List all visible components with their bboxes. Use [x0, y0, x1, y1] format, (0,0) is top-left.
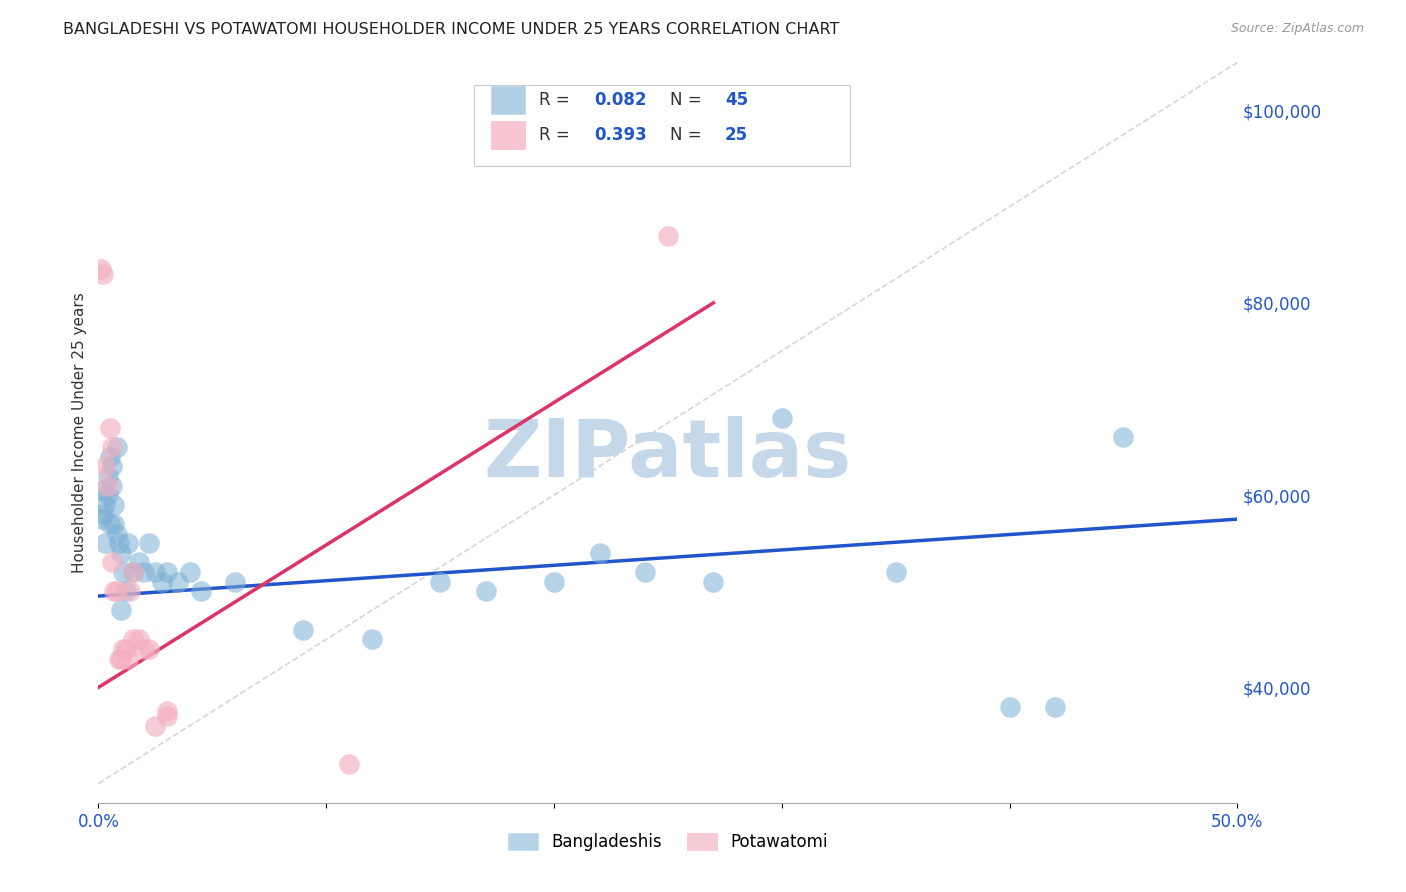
- Text: 0.082: 0.082: [593, 91, 647, 109]
- Point: [150, 574, 173, 589]
- Point: [101, 459, 124, 474]
- Point: [128, 556, 150, 570]
- Text: N =: N =: [671, 91, 707, 109]
- Point: [103, 516, 125, 531]
- Point: [90, 512, 112, 526]
- Point: [145, 565, 167, 579]
- Y-axis label: Householder Income Under 25 years: Householder Income Under 25 years: [72, 293, 87, 573]
- Point: [167, 574, 190, 589]
- Point: [98, 421, 121, 435]
- Text: R =: R =: [538, 126, 575, 144]
- Point: [94, 498, 117, 512]
- Point: [117, 536, 139, 550]
- Text: R =: R =: [538, 91, 575, 109]
- Point: [96, 469, 118, 483]
- Point: [114, 642, 136, 657]
- Point: [96, 478, 118, 492]
- Point: [120, 584, 142, 599]
- Text: 25: 25: [725, 126, 748, 144]
- Point: [117, 651, 139, 665]
- Point: [112, 642, 135, 657]
- Point: [101, 478, 124, 492]
- Point: [101, 556, 124, 570]
- Point: [770, 411, 793, 425]
- Point: [543, 574, 565, 589]
- Point: [474, 584, 496, 599]
- Point: [91, 267, 114, 281]
- Point: [337, 757, 360, 772]
- Point: [91, 508, 114, 522]
- FancyBboxPatch shape: [474, 85, 851, 166]
- Point: [94, 459, 117, 474]
- Point: [702, 574, 724, 589]
- Point: [1043, 699, 1066, 714]
- Point: [360, 632, 382, 647]
- Text: BANGLADESHI VS POTAWATOMI HOUSEHOLDER INCOME UNDER 25 YEARS CORRELATION CHART: BANGLADESHI VS POTAWATOMI HOUSEHOLDER IN…: [63, 22, 839, 37]
- Point: [121, 632, 143, 647]
- Point: [224, 574, 246, 589]
- Point: [156, 565, 179, 579]
- Point: [110, 603, 132, 617]
- Point: [110, 651, 132, 665]
- FancyBboxPatch shape: [491, 87, 526, 114]
- Point: [121, 565, 143, 579]
- Point: [1112, 430, 1135, 444]
- Point: [156, 705, 179, 719]
- Point: [132, 642, 155, 657]
- Point: [101, 440, 124, 454]
- Point: [132, 565, 155, 579]
- Point: [156, 709, 179, 723]
- Point: [128, 632, 150, 647]
- Point: [103, 498, 125, 512]
- Point: [121, 565, 143, 579]
- Text: Source: ZipAtlas.com: Source: ZipAtlas.com: [1230, 22, 1364, 36]
- Point: [657, 228, 679, 243]
- Point: [108, 536, 131, 550]
- Point: [90, 262, 112, 277]
- Point: [112, 565, 135, 579]
- Point: [98, 450, 121, 464]
- Point: [292, 623, 315, 637]
- Point: [138, 536, 160, 550]
- Text: 45: 45: [725, 91, 748, 109]
- Point: [145, 719, 167, 733]
- Point: [110, 546, 132, 560]
- Point: [103, 584, 125, 599]
- Point: [108, 651, 131, 665]
- Text: N =: N =: [671, 126, 707, 144]
- Point: [179, 565, 201, 579]
- FancyBboxPatch shape: [491, 121, 526, 149]
- Point: [94, 536, 117, 550]
- Point: [429, 574, 451, 589]
- Point: [105, 526, 128, 541]
- Point: [105, 584, 128, 599]
- Text: ZIPatlas: ZIPatlas: [484, 416, 852, 494]
- Point: [884, 565, 907, 579]
- Point: [634, 565, 657, 579]
- Point: [138, 642, 160, 657]
- Text: 0.393: 0.393: [593, 126, 647, 144]
- Point: [998, 699, 1021, 714]
- Point: [91, 483, 114, 498]
- Point: [105, 440, 128, 454]
- Point: [98, 516, 121, 531]
- Legend: Bangladeshis, Potawatomi: Bangladeshis, Potawatomi: [502, 826, 834, 857]
- Point: [96, 488, 118, 502]
- Point: [114, 584, 136, 599]
- Point: [588, 546, 610, 560]
- Point: [190, 584, 212, 599]
